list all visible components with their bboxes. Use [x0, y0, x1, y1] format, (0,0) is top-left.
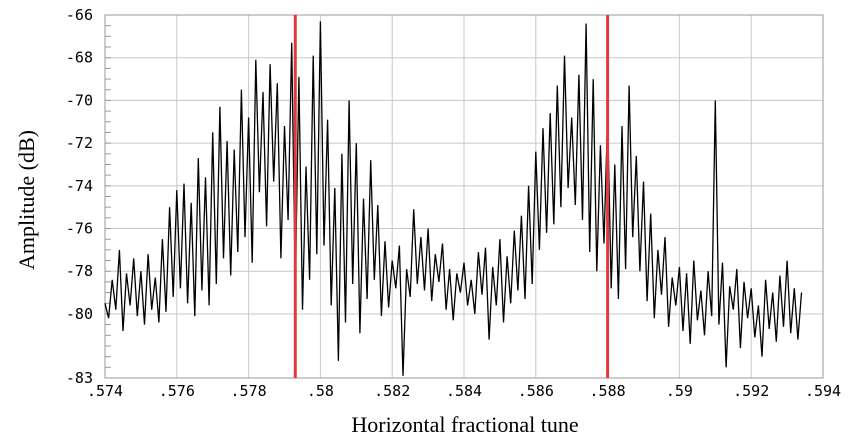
vertical-markers	[293, 15, 610, 378]
amplitude-trace	[104, 21, 803, 376]
y-tick-label: -83	[66, 369, 93, 387]
x-tick-label: .578	[231, 382, 267, 400]
minor-ticks	[105, 14, 111, 379]
y-tick-label: -74	[66, 177, 93, 195]
x-tick-label: .576	[159, 382, 195, 400]
y-axis-title: Amplitude (dB)	[14, 130, 39, 270]
y-tick-label: -76	[66, 220, 93, 238]
y-tick-label: -68	[66, 49, 93, 67]
x-tick-label: .58	[307, 382, 334, 400]
x-tick-label: .584	[446, 382, 482, 400]
x-tick-labels: .574 .576 .578 .58 .582 .584 .586 .588 .59 .592 .5…	[87, 382, 841, 400]
x-tick-label: .574	[87, 382, 123, 400]
x-tick-label: .582	[374, 382, 410, 400]
y-tick-labels: -66 -68 -70 -72 -74 -76 -78 -80 -83	[66, 6, 93, 387]
x-tick-label: .588	[590, 382, 626, 400]
plot-frame	[104, 14, 824, 379]
y-tick-label: -78	[66, 262, 93, 280]
x-axis-title: Horizontal fractional tune	[351, 412, 578, 437]
y-tick-label: -72	[66, 134, 93, 152]
x-tick-label: .586	[518, 382, 554, 400]
y-tick-label: -66	[66, 6, 93, 24]
y-tick-label: -80	[66, 305, 93, 323]
grid-lines	[104, 14, 824, 379]
x-tick-label: .592	[733, 382, 769, 400]
x-tick-label: .59	[666, 382, 693, 400]
x-tick-label: .594	[805, 382, 841, 400]
y-tick-label: -70	[66, 91, 93, 109]
